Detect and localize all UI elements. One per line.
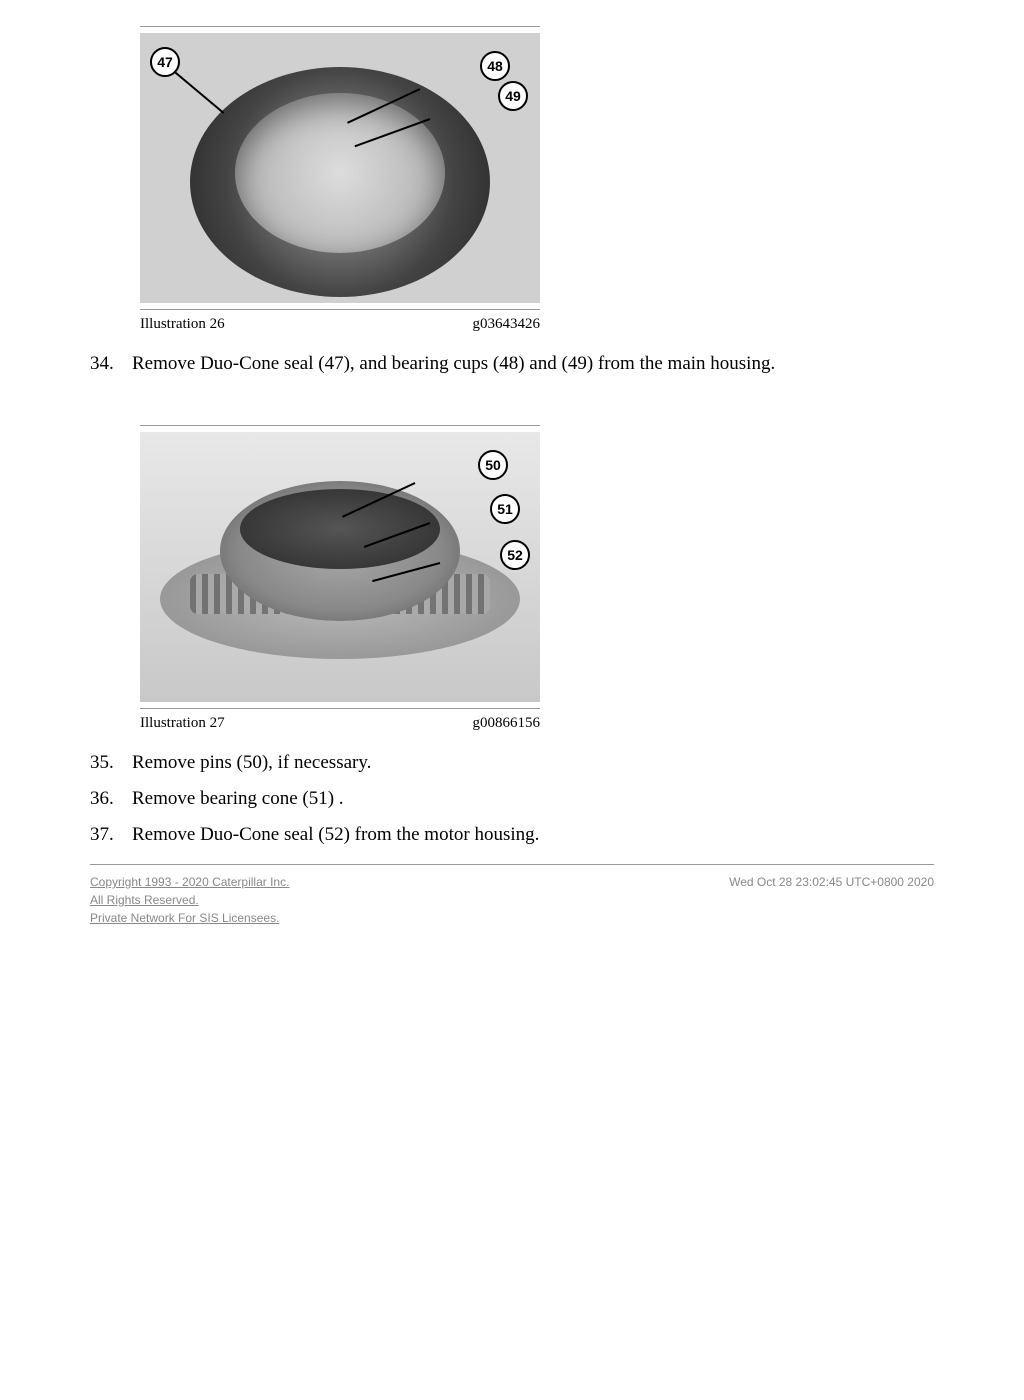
step-36: 36. Remove bearing cone (51) . xyxy=(90,788,934,810)
figure-27-image: 50 51 52 xyxy=(140,432,540,702)
figure-27-rule-bottom xyxy=(140,708,540,709)
step-37-number: 37. xyxy=(90,824,114,846)
callout-52: 52 xyxy=(500,540,530,570)
footer-left: Copyright 1993 - 2020 Caterpillar Inc. A… xyxy=(90,875,289,929)
figure-rule-top xyxy=(140,26,540,27)
footer-network-link[interactable]: Private Network For SIS Licensees. xyxy=(90,911,289,925)
page-footer: Copyright 1993 - 2020 Caterpillar Inc. A… xyxy=(90,864,934,929)
figure-27: 50 51 52 Illustration 27 g00866156 xyxy=(140,425,934,732)
figure-26: 47 48 49 Illustration 26 g03643426 xyxy=(140,26,934,333)
callout-48: 48 xyxy=(480,51,510,81)
step-37: 37. Remove Duo-Cone seal (52) from the m… xyxy=(90,824,934,846)
figure-26-caption: Illustration 26 g03643426 xyxy=(140,316,540,333)
figure-26-image: 47 48 49 xyxy=(140,33,540,303)
footer-rights-link[interactable]: All Rights Reserved. xyxy=(90,893,289,907)
callout-50: 50 xyxy=(478,450,508,480)
step-34-text: Remove Duo-Cone seal (47), and bearing c… xyxy=(132,353,775,374)
figure-26-label: Illustration 26 xyxy=(140,316,225,333)
figure-26-code: g03643426 xyxy=(473,316,541,333)
callout-51: 51 xyxy=(490,494,520,524)
step-34-number: 34. xyxy=(90,353,114,375)
ring-inner-shape xyxy=(235,93,445,253)
figure-27-caption: Illustration 27 g00866156 xyxy=(140,715,540,732)
step-37-text: Remove Duo-Cone seal (52) from the motor… xyxy=(132,824,539,845)
footer-copyright-link[interactable]: Copyright 1993 - 2020 Caterpillar Inc. xyxy=(90,875,289,889)
step-35-number: 35. xyxy=(90,752,114,774)
step-36-text: Remove bearing cone (51) . xyxy=(132,788,344,809)
figure-rule-bottom xyxy=(140,309,540,310)
callout-49: 49 xyxy=(498,81,528,111)
step-36-number: 36. xyxy=(90,788,114,810)
figure-27-code: g00866156 xyxy=(473,715,541,732)
step-34: 34. Remove Duo-Cone seal (47), and beari… xyxy=(90,353,934,375)
callout-47-leader xyxy=(169,67,224,114)
figure-27-label: Illustration 27 xyxy=(140,715,225,732)
step-35-text: Remove pins (50), if necessary. xyxy=(132,752,371,773)
callout-47: 47 xyxy=(150,47,180,77)
footer-timestamp: Wed Oct 28 23:02:45 UTC+0800 2020 xyxy=(729,875,934,929)
step-35: 35. Remove pins (50), if necessary. xyxy=(90,752,934,774)
figure-27-rule-top xyxy=(140,425,540,426)
